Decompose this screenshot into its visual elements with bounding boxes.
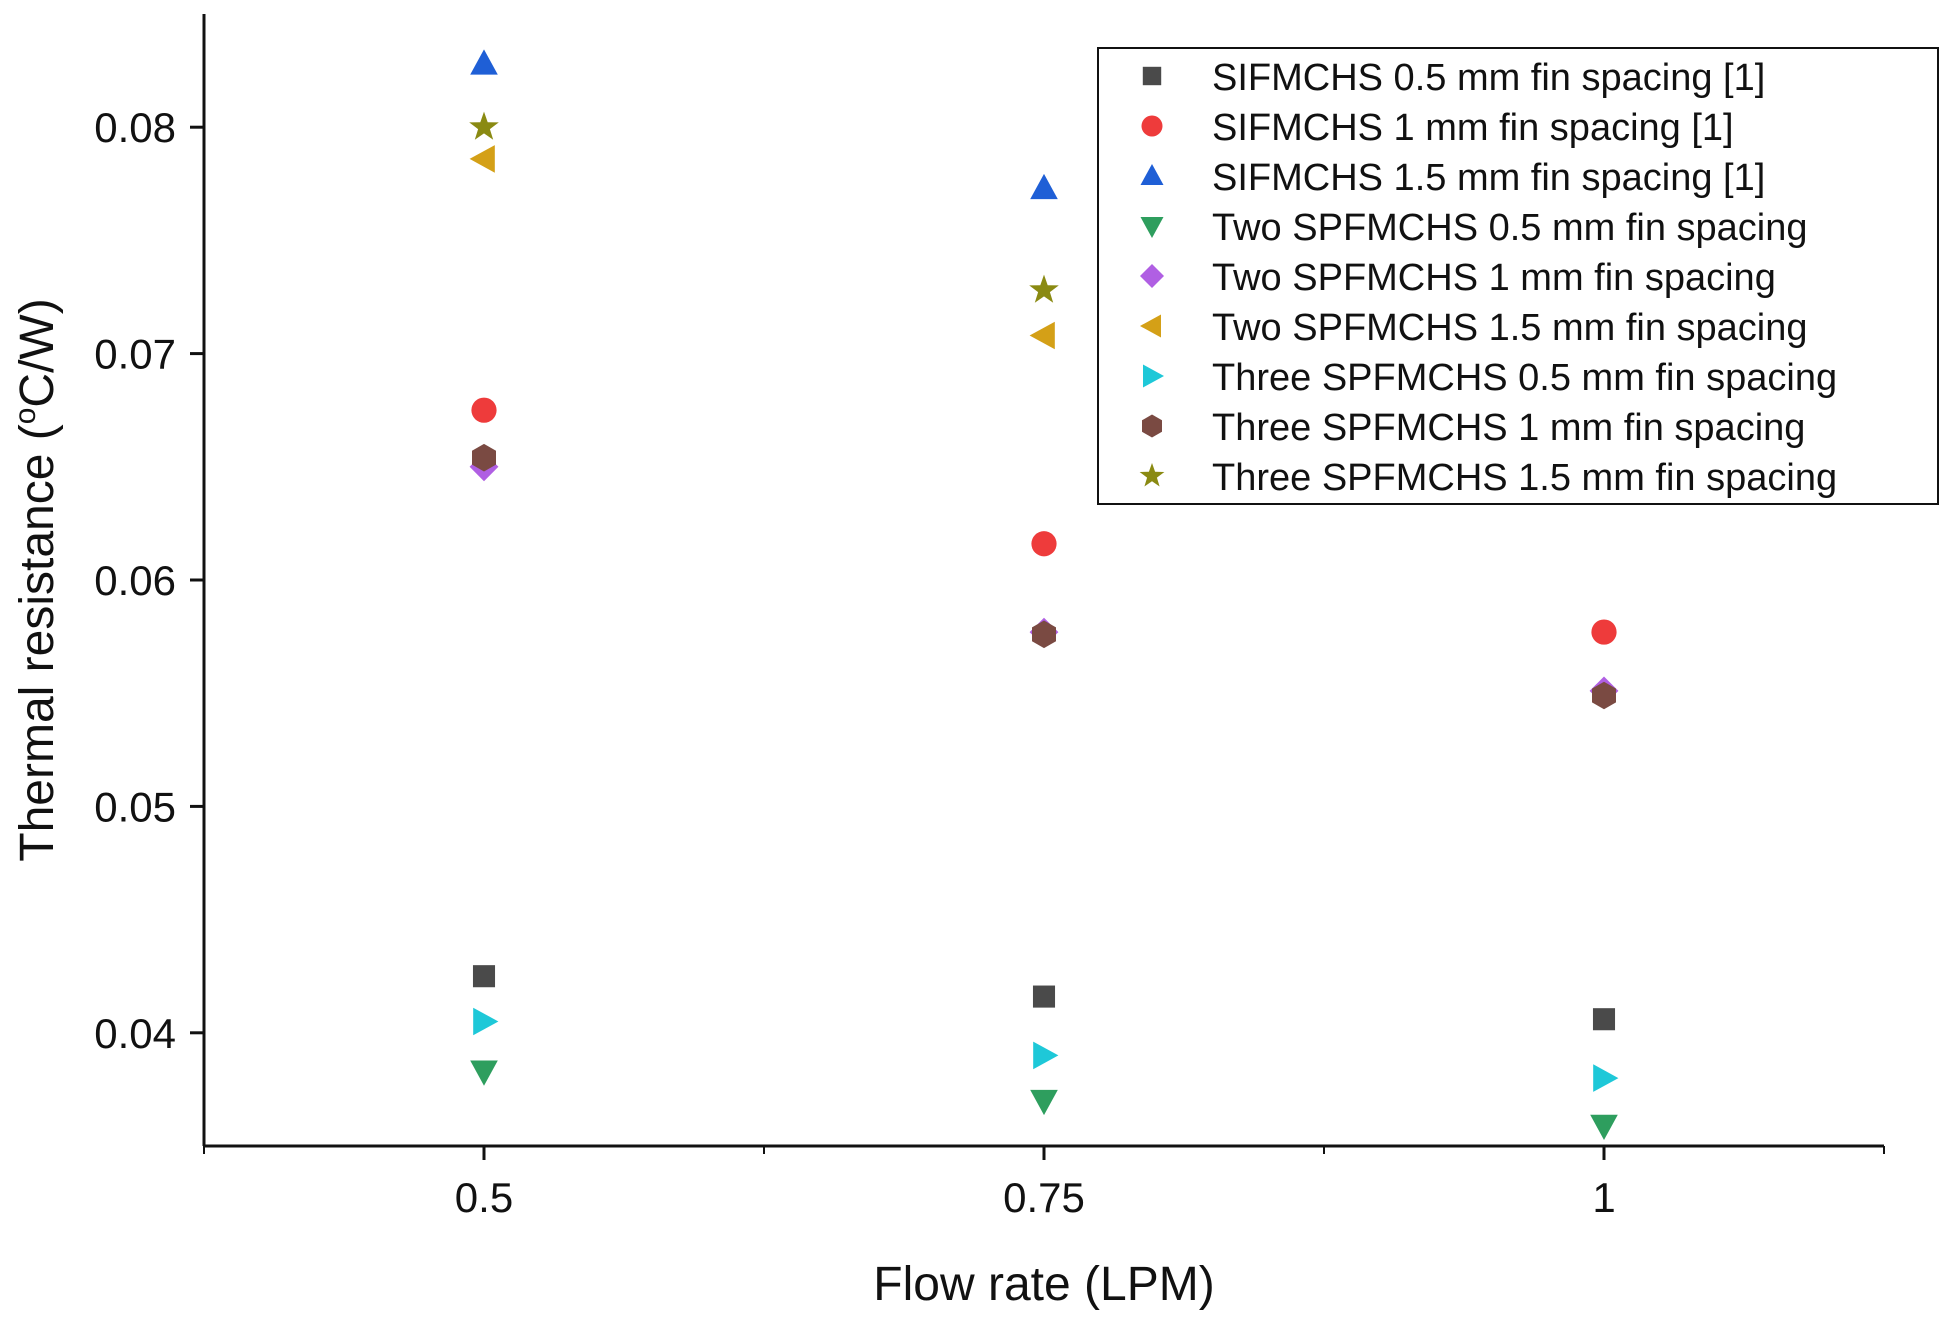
legend-label: Three SPFMCHS 1.5 mm fin spacing	[1212, 457, 1837, 499]
legend-marker	[1142, 66, 1162, 86]
data-point	[1032, 620, 1056, 649]
data-point	[471, 397, 497, 423]
data-point	[1590, 1114, 1618, 1140]
data-point	[1591, 619, 1617, 645]
data-point	[472, 443, 496, 472]
data-point	[1033, 1041, 1059, 1070]
x-axis-label: Flow rate (LPM)	[873, 1258, 1214, 1311]
y-tick-label: 0.04	[94, 1010, 176, 1057]
legend-marker	[1140, 314, 1161, 338]
legend-label: Two SPFMCHS 0.5 mm fin spacing	[1212, 207, 1808, 249]
data-point	[469, 111, 499, 140]
legend-label: SIFMCHS 1.5 mm fin spacing [1]	[1212, 157, 1765, 199]
data-point	[470, 49, 498, 75]
data-point	[1029, 274, 1059, 303]
legend: SIFMCHS 0.5 mm fin spacing [1] SIFMCHS 1 …	[1097, 47, 1939, 505]
y-tick-label: 0.08	[94, 104, 176, 151]
x-ticks: 0.5 0.75 1	[203, 1146, 1885, 1221]
legend-marker	[1140, 264, 1164, 288]
legend-marker	[1139, 463, 1165, 487]
data-point	[1032, 985, 1056, 1008]
legend-label: SIFMCHS 0.5 mm fin spacing [1]	[1212, 57, 1765, 99]
y-ticks: 0.04 0.05 0.06 0.07 0.08	[94, 104, 204, 1057]
data-point	[1029, 321, 1055, 350]
data-point	[473, 1007, 499, 1036]
legend-items: SIFMCHS 0.5 mm fin spacing [1] SIFMCHS 1 …	[1139, 57, 1837, 499]
legend-label: Three SPFMCHS 1 mm fin spacing	[1212, 407, 1805, 449]
y-axis-label-text: Thermal resistance (	[11, 424, 64, 861]
x-tick-label: 0.5	[455, 1174, 513, 1221]
data-point	[470, 1060, 498, 1086]
legend-marker	[1140, 217, 1164, 238]
data-point	[1592, 1008, 1616, 1031]
data-point	[1592, 681, 1616, 710]
y-tick-label: 0.07	[94, 331, 176, 378]
legend-label: Two SPFMCHS 1 mm fin spacing	[1212, 257, 1776, 299]
legend-marker	[1142, 414, 1162, 438]
legend-marker	[1141, 115, 1163, 137]
legend-label: Two SPFMCHS 1.5 mm fin spacing	[1212, 307, 1808, 349]
data-points	[469, 49, 1619, 1140]
y-axis-label-unit: C/W)	[11, 298, 64, 407]
y-axis-label-degree: o	[9, 408, 42, 425]
data-point	[1030, 173, 1058, 200]
y-tick-label: 0.06	[94, 557, 176, 604]
data-point	[1030, 1089, 1058, 1116]
x-tick-label: 0.75	[1003, 1174, 1085, 1221]
legend-box	[1097, 47, 1939, 505]
data-point	[469, 145, 495, 173]
legend-marker	[1143, 364, 1164, 388]
y-axis-label: Thermal resistance (oC/W)	[9, 298, 64, 861]
legend-label: SIFMCHS 1 mm fin spacing [1]	[1212, 107, 1734, 149]
data-point	[1593, 1064, 1619, 1092]
legend-label: Three SPFMCHS 0.5 mm fin spacing	[1212, 357, 1837, 399]
x-tick-label: 1	[1592, 1174, 1615, 1221]
y-tick-label: 0.05	[94, 783, 176, 830]
data-point	[472, 965, 496, 988]
data-point	[1031, 531, 1057, 557]
legend-marker	[1140, 164, 1164, 185]
